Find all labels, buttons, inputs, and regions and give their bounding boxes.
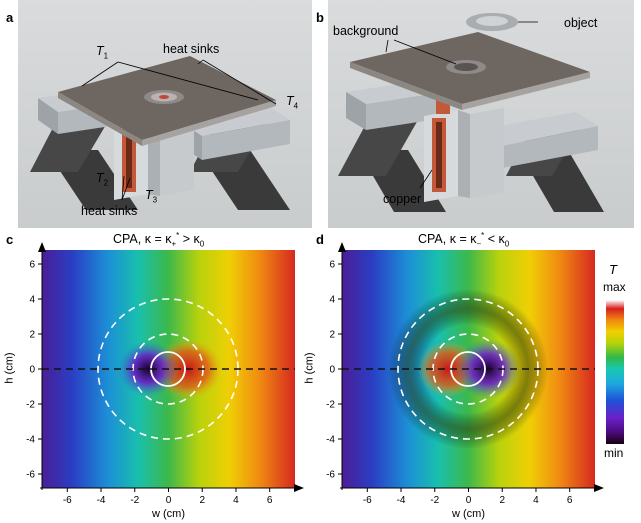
plot-d-xtick-label: -6 [363, 495, 372, 506]
label-object: object [564, 16, 598, 30]
plot-d-xtick-label: 0 [466, 495, 472, 506]
label-background: background [333, 24, 399, 38]
label-t3: T3 [145, 188, 158, 205]
panel-letter-d: d [316, 232, 324, 247]
label-copper: copper [383, 192, 422, 206]
label-t1: T1 [96, 44, 109, 61]
panel-a-render [18, 0, 312, 228]
plot-d-ytick-label: -6 [326, 470, 335, 481]
panel-letter-c: c [6, 232, 14, 247]
plot-c-xtick-label: 4 [233, 495, 239, 506]
label-heat-sinks-bottom: heat sinks [81, 204, 138, 218]
plot-d-ytick-label: 6 [329, 260, 335, 271]
plot-c-xtick-label: 0 [166, 495, 172, 506]
plot-d-ytick-label: 2 [329, 330, 335, 341]
plot-d-xtick-label: -2 [430, 495, 439, 506]
plot-c-x-arrow [294, 484, 304, 492]
device-illustration-b [338, 13, 604, 212]
plot-c-title: CPA, κ = κ+* > κ0 [113, 231, 205, 249]
plot-d-ylabel: h (cm) [303, 352, 316, 384]
panel-letter-a: a [6, 10, 14, 25]
plot-c-xtick-label: -6 [63, 495, 72, 506]
plot-c-xtick-label: 6 [267, 495, 273, 506]
plot-c-ytick-label: 4 [29, 295, 35, 306]
plot-d-xtick-label: 6 [567, 495, 573, 506]
colorbar-max-label: max [603, 280, 626, 294]
colorbar-min-label: min [604, 446, 624, 460]
device-illustration-a [30, 56, 290, 210]
plot-c-cold-lobe [118, 341, 178, 397]
plot-c-xtick-label: -4 [97, 495, 106, 506]
plot-d-xtick-label: 2 [499, 495, 505, 506]
plot-d-ytick-label: 4 [329, 295, 335, 306]
plot-d-ytick-label: -2 [326, 400, 335, 411]
plot-c-ylabel: h (cm) [3, 352, 16, 384]
plot-d-ytick-label: 0 [329, 365, 335, 376]
panel-b-render [328, 0, 634, 228]
plot-d-xtick-label: 4 [533, 495, 539, 506]
panel-b: b [0, 0, 641, 228]
plot-d-xtick-label: -4 [397, 495, 406, 506]
plot-c-ytick-label: 6 [29, 260, 35, 271]
plot-c-ytick-label: 2 [29, 330, 35, 341]
plot-c-xlabel: w (cm) [152, 508, 185, 520]
label-t4: T4 [286, 94, 299, 111]
label-heat-sinks-top: heat sinks [163, 42, 220, 56]
plot-c-ytick-label: 0 [29, 365, 35, 376]
plot-c-ytick-label: -2 [26, 400, 35, 411]
plot-d-title: CPA, κ = κ−* < κ0 [418, 231, 510, 249]
colorbar-title: T [609, 262, 617, 277]
label-t2: T2 [96, 171, 109, 188]
plot-d-y-arrow [338, 242, 346, 252]
panel-a: a [0, 0, 641, 228]
plot-c-ytick-label: -4 [26, 435, 35, 446]
plot-c-ytick-label: -6 [26, 470, 35, 481]
plot-c-xtick-label: -2 [130, 495, 139, 506]
panel-letter-b: b [316, 10, 324, 25]
plot-c: -6 -4 -2 0 2 4 6 6 4 2 0 -2 -4 -6 [26, 242, 304, 506]
plot-c-y-arrow [38, 242, 46, 252]
plot-c-xtick-label: 2 [199, 495, 205, 506]
plot-d-ytick-label: -4 [326, 435, 335, 446]
plot-d-xlabel: w (cm) [452, 508, 485, 520]
plot-d-x-arrow [594, 484, 604, 492]
colorbar [606, 300, 624, 444]
plot-d: -6 -4 -2 0 2 4 6 6 4 2 0 -2 -4 -6 [326, 242, 604, 506]
